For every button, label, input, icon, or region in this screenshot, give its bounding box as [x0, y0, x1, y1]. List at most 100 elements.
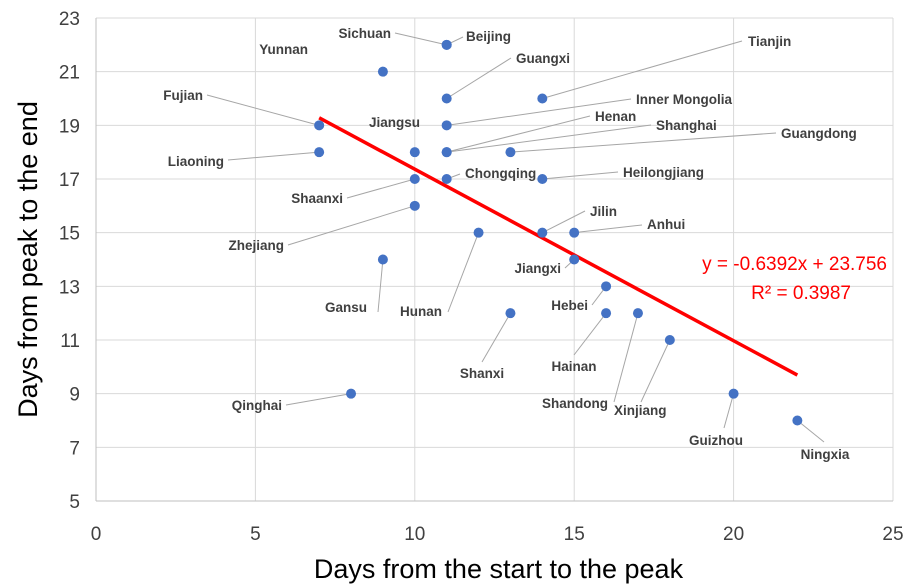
x-tick-label: 25 [882, 524, 903, 545]
data-point [792, 415, 803, 426]
data-label: Inner Mongolia [636, 92, 732, 107]
data-point [537, 227, 548, 238]
leader-line [394, 32, 447, 46]
data-label: Shandong [542, 396, 608, 411]
data-label: Shanxi [460, 366, 504, 381]
data-point [314, 147, 325, 158]
data-label: Guangxi [516, 51, 570, 66]
leader-line [573, 312, 607, 356]
data-label: Jiangxi [514, 261, 561, 276]
data-point [441, 120, 452, 131]
data-label: Liaoning [168, 154, 224, 169]
data-label: Anhui [647, 217, 685, 232]
data-point [441, 39, 452, 50]
data-point [505, 147, 516, 158]
data-label: Shanghai [656, 118, 717, 133]
leader-line [542, 210, 586, 234]
data-label: Guizhou [689, 433, 743, 448]
y-axis-title: Days from peak to the end [13, 101, 43, 418]
data-point [441, 147, 452, 158]
x-tick-label: 5 [250, 524, 261, 545]
trendline [318, 116, 799, 377]
leader-line [287, 205, 415, 246]
data-point [441, 93, 452, 104]
leader-line [542, 40, 743, 99]
leader-line [797, 420, 825, 443]
y-tick-label: 23 [59, 9, 80, 30]
point-labels: Sichuan Beijing Yunnan Tianjin Guangxi Fujian… [163, 26, 856, 462]
data-point [601, 281, 612, 292]
data-label: Zhejiang [228, 238, 284, 253]
leader-line [377, 259, 384, 313]
data-label: Beijing [466, 29, 511, 44]
data-label: Tianjin [748, 34, 791, 49]
y-tick-label: 5 [69, 492, 80, 513]
y-tick-label: 17 [59, 170, 80, 191]
data-label: Chongqing [465, 166, 536, 181]
data-point [505, 308, 516, 319]
data-point [346, 388, 357, 399]
leader-line [447, 232, 480, 313]
trendline-r-squared: R² = 0.3987 [751, 283, 851, 304]
leader-line [346, 178, 415, 199]
data-label: Guangdong [781, 126, 857, 141]
data-point [569, 227, 580, 238]
y-tick-label: 15 [59, 224, 80, 245]
data-label: Hebei [551, 298, 588, 313]
y-tick-label: 9 [69, 385, 80, 406]
gridlines [96, 17, 894, 501]
leader-line [613, 313, 639, 403]
x-tick-label: 15 [564, 524, 585, 545]
data-label: Hunan [400, 304, 442, 319]
y-tick-label: 13 [59, 277, 80, 298]
data-point [601, 308, 612, 319]
leader-line [542, 171, 619, 180]
y-tick-label: 11 [60, 331, 80, 352]
data-label: Fujian [163, 88, 203, 103]
data-point [377, 254, 388, 265]
leader-line [446, 115, 591, 153]
leader-line [446, 57, 512, 99]
leader-line [446, 124, 652, 153]
data-point [728, 388, 739, 399]
leader-line [481, 312, 511, 363]
data-label: Jiangsu [369, 115, 420, 130]
data-point [569, 254, 580, 265]
data-label: Yunnan [259, 42, 308, 57]
leader-line [723, 393, 735, 429]
data-point [537, 174, 548, 184]
x-tick-label: 10 [404, 524, 425, 545]
data-point [441, 174, 452, 184]
leader-line [206, 94, 320, 126]
leader-line [285, 393, 352, 406]
data-point [409, 174, 420, 184]
data-label: Jilin [590, 204, 617, 219]
data-points [314, 39, 803, 426]
data-point [632, 308, 643, 319]
data-point [409, 147, 420, 158]
y-tick-label: 19 [59, 116, 80, 137]
leader-line [574, 224, 643, 234]
data-label: Gansu [325, 300, 367, 315]
data-label: Sichuan [338, 26, 391, 41]
data-point [664, 335, 675, 345]
data-point [314, 120, 325, 131]
y-tick-label: 21 [59, 63, 80, 84]
data-label: Qinghai [232, 398, 282, 413]
data-point [409, 200, 420, 211]
leader-line [446, 98, 632, 126]
data-label: Hainan [551, 359, 596, 374]
x-axis-title: Days from the start to the peak [314, 554, 684, 584]
x-tick-label: 20 [723, 524, 744, 545]
data-point [473, 227, 484, 238]
trendline-group [318, 116, 799, 377]
data-point [537, 93, 548, 104]
x-tick-label: 0 [91, 524, 102, 545]
leader-line [510, 132, 777, 153]
data-label: Henan [595, 109, 636, 124]
y-tick-label: 7 [69, 438, 80, 459]
leader-line [227, 151, 320, 161]
data-label: Xinjiang [614, 403, 667, 418]
